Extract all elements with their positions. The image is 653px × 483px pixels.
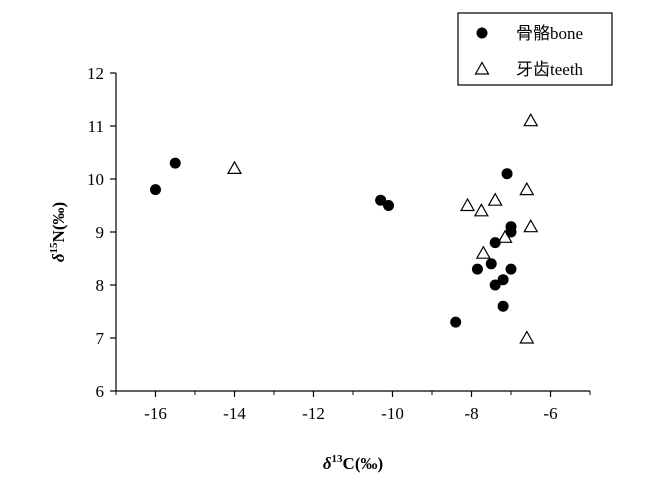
- legend: 骨骼bone 牙齿teeth: [457, 12, 613, 86]
- bone-data-point: [489, 279, 501, 291]
- data-points: [150, 112, 539, 344]
- bone-data-point: [485, 258, 497, 270]
- bone-data-point: [471, 263, 483, 275]
- legend-teeth-label: 牙齿teeth: [516, 60, 584, 79]
- teeth-data-point: [226, 160, 243, 174]
- y-tick-label: 9: [96, 223, 105, 242]
- teeth-data-point: [497, 229, 513, 243]
- teeth-data-point: [475, 245, 491, 259]
- bone-data-point: [169, 157, 181, 169]
- bone-data-point: [497, 274, 509, 286]
- bone-data-point: [150, 184, 161, 196]
- teeth-data-point: [523, 112, 539, 127]
- y-tick-label: 7: [96, 329, 105, 348]
- bone-data-point: [505, 226, 517, 238]
- y-axis-title-rest: N(‰): [49, 202, 68, 243]
- x-tick-label: -16: [144, 404, 167, 423]
- bone-data-point: [450, 316, 462, 328]
- y-tick-label: 10: [87, 170, 104, 189]
- bone-data-point: [489, 237, 501, 249]
- legend-bone-label: 骨骼bone: [516, 24, 583, 43]
- teeth-data-point: [519, 181, 535, 196]
- x-axis-ticks: -16 -14 -12 -10 -8 -6: [115, 391, 591, 423]
- y-axis-title: δ15N(‰): [48, 202, 68, 262]
- y-tick-label: 11: [88, 117, 104, 136]
- y-axis-title-delta: δ: [49, 253, 68, 262]
- teeth-data-point: [473, 203, 489, 217]
- y-tick-label: 6: [96, 382, 105, 401]
- x-tick-label: -8: [464, 404, 478, 423]
- legend-bone-marker: [476, 27, 488, 39]
- x-tick-label: -14: [223, 404, 246, 423]
- bone-data-point: [497, 300, 509, 312]
- x-axis-title: δ13C(‰): [323, 453, 383, 473]
- bone-data-point: [383, 200, 395, 211]
- y-tick-label: 8: [96, 276, 105, 295]
- teeth-data-point: [460, 197, 476, 212]
- teeth-data-point: [523, 218, 539, 233]
- x-axis-title-superscript: 13: [332, 453, 344, 465]
- teeth-data-point: [487, 192, 503, 206]
- x-tick-label: -10: [381, 404, 404, 423]
- y-axis-ticks: 6 7 8 9 10 11 12: [87, 64, 116, 401]
- bone-data-point: [505, 263, 517, 275]
- bone-data-point: [501, 168, 513, 180]
- y-axis-title-superscript: 15: [48, 242, 60, 254]
- bone-data-point: [375, 194, 387, 206]
- legend-box: [457, 12, 613, 86]
- x-tick-label: -12: [302, 404, 325, 423]
- teeth-data-point: [519, 330, 535, 344]
- x-tick-label: -6: [543, 404, 557, 423]
- x-axis-title-rest: C(‰): [343, 454, 384, 473]
- legend-teeth-marker: [474, 61, 490, 75]
- x-axis-title-delta: δ: [323, 454, 332, 473]
- y-tick-label: 12: [87, 64, 104, 83]
